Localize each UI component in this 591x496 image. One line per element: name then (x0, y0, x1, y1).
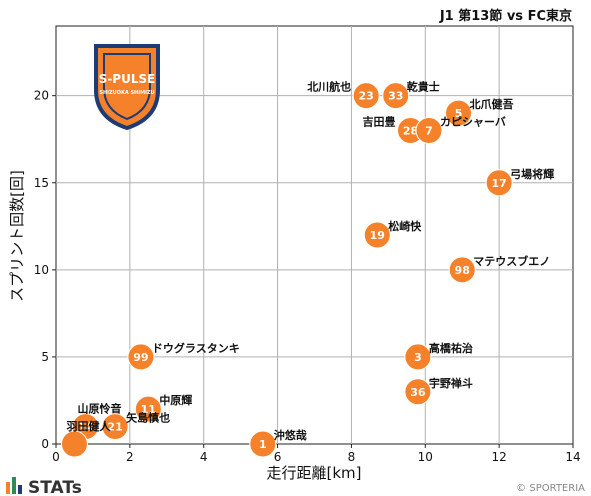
x-tick-label: 6 (274, 450, 282, 464)
x-tick-label: 0 (52, 450, 60, 464)
player-number: 99 (133, 351, 148, 364)
player-name: ドウグラスタンキ (152, 341, 240, 355)
chart-title: J1 第13節 vs FC東京 (439, 8, 572, 24)
player-name: 北爪健吾 (470, 97, 514, 111)
player-name: 乾貴士 (407, 80, 440, 94)
player-point: 7 カピシャーバ (415, 116, 506, 144)
x-axis-label: 走行距離[km] (266, 464, 361, 482)
point-marker (127, 343, 155, 371)
player-name: 高橋祐治 (429, 341, 473, 355)
player-number: 21 (107, 421, 122, 434)
player-number: 23 (359, 90, 374, 103)
x-tick-label: 10 (418, 450, 433, 464)
y-tick-label: 20 (34, 89, 49, 103)
player-number: 1 (259, 438, 267, 451)
player-name: カピシャーバ (440, 116, 506, 129)
point-marker (404, 378, 432, 406)
player-name: 山原怜音 (78, 402, 122, 416)
point-marker (382, 82, 410, 110)
copyright-text: © SPORTERIA (516, 483, 585, 494)
player-number: 19 (370, 229, 385, 242)
point-marker (448, 256, 476, 284)
player-number: 3 (414, 351, 422, 364)
x-tick-label: 12 (492, 450, 507, 464)
point-marker (101, 413, 129, 441)
point-marker (485, 169, 513, 197)
player-number: 36 (410, 386, 426, 399)
brand-text: STATs (28, 478, 82, 496)
player-number: 11 (141, 403, 156, 416)
logo-name: S-PULSE (99, 72, 156, 86)
player-number: 14 (78, 421, 94, 434)
stats-logo: STATs (6, 477, 82, 496)
player-name: 中原輝 (159, 393, 192, 407)
point-marker (445, 99, 473, 127)
x-tick-label: 2 (126, 450, 134, 464)
point-marker (134, 395, 162, 423)
y-tick-label: 15 (34, 176, 49, 190)
player-name: 北川航也 (307, 80, 351, 94)
player-name: 松崎快 (388, 219, 422, 233)
point-marker (60, 430, 88, 458)
player-name: 弓場将輝 (510, 167, 554, 181)
player-point: 99 ドウグラスタンキ (127, 341, 240, 371)
player-point: 21 矢島慎也 (101, 411, 170, 441)
player-point: 3 高橋祐治 (404, 341, 473, 371)
logo-subtitle: SHIZUOKA SHIMIZU (99, 90, 154, 96)
player-number: 33 (388, 90, 403, 103)
team-logo: S-PULSE SHIZUOKA SHIMIZU (94, 44, 160, 131)
player-number: 28 (403, 125, 418, 138)
x-tick-label: 4 (200, 450, 208, 464)
player-name: 矢島慎也 (126, 411, 170, 425)
player-number: 7 (425, 125, 433, 138)
point-marker (249, 430, 277, 458)
point-marker (352, 82, 380, 110)
player-point: 33 乾貴士 (382, 80, 440, 110)
player-point: 5 北爪健吾 (445, 97, 514, 127)
player-name: 沖悠哉 (274, 428, 307, 442)
y-tick-label: 0 (41, 437, 49, 451)
point-marker (404, 343, 432, 371)
player-point: 17 弓場将輝 (485, 167, 554, 197)
player-name: 羽田健人 (66, 419, 111, 433)
y-tick-label: 10 (34, 263, 49, 277)
player-point: 23 北川航也 (307, 80, 380, 110)
x-tick-label: 14 (565, 450, 580, 464)
player-number: 98 (455, 264, 470, 277)
player-name: 吉田豊 (363, 115, 396, 129)
player-point: 1 沖悠哉 (249, 428, 307, 458)
player-number: 17 (491, 177, 506, 190)
player-point: 羽田健人 (60, 419, 111, 458)
player-number: 5 (455, 107, 463, 120)
y-tick-label: 5 (41, 350, 49, 364)
player-name: 宇野禅斗 (429, 376, 473, 390)
point-marker (363, 221, 391, 249)
player-name: マテウスブエノ (473, 254, 550, 268)
y-axis-label: スプリント回数[回] (8, 170, 26, 302)
player-point: 28 吉田豊 (363, 115, 425, 144)
point-marker (415, 117, 443, 144)
x-tick-label: 8 (348, 450, 356, 464)
